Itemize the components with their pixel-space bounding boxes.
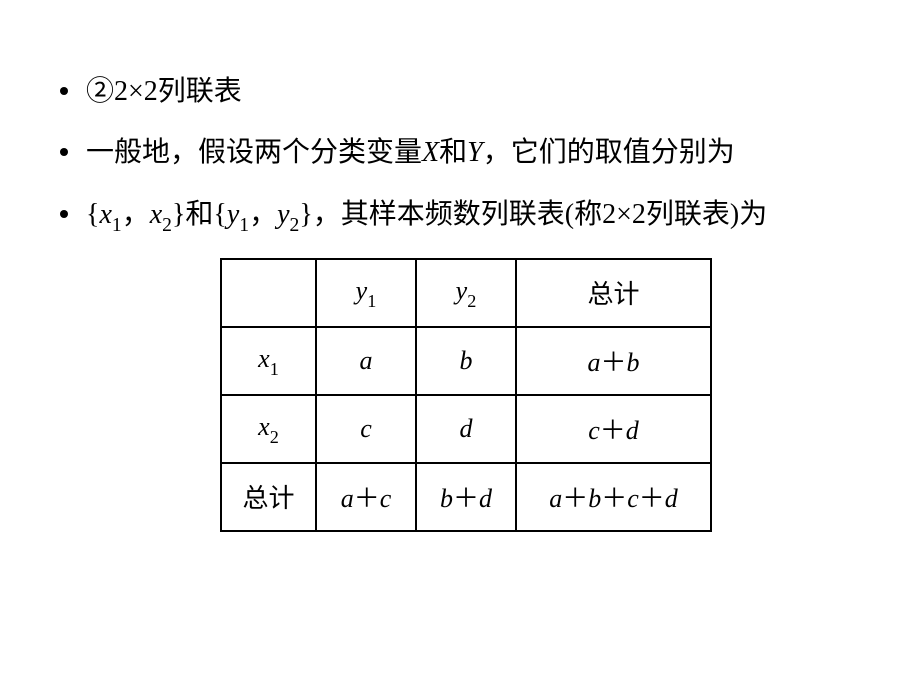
plus: ＋ — [600, 348, 626, 377]
comma: ， — [249, 199, 277, 230]
bullet-text-2: 一般地，假设两个分类变量X和Y，它们的取值分别为 — [86, 131, 860, 174]
table-cell: a＋c — [316, 463, 416, 531]
brace: { — [213, 199, 226, 230]
plus: ＋ — [453, 484, 479, 513]
bullet-item-1: ②2×2列联表 — [60, 70, 860, 113]
subscript: 1 — [270, 359, 279, 379]
variable: c — [360, 414, 372, 443]
variable: d — [626, 416, 639, 445]
variable: a — [587, 348, 600, 377]
subscript: 1 — [367, 291, 376, 311]
text-and: 和 — [185, 199, 213, 230]
table-cell: a＋b — [516, 327, 711, 395]
variable: x — [258, 412, 270, 441]
table-cell: d — [416, 395, 516, 463]
table-row-header: x1 — [221, 327, 316, 395]
table-cell: b＋d — [416, 463, 516, 531]
variable: a — [549, 484, 562, 513]
table-footer-label: 总计 — [221, 463, 316, 531]
table-cell: c＋d — [516, 395, 711, 463]
variable: b — [627, 348, 640, 377]
text-content: 和 — [439, 137, 467, 168]
bullet-item-3: {x1，x2}和{y1，y2}，其样本频数列联表(称2×2列联表)为 — [60, 193, 860, 240]
table-cell: b — [416, 327, 516, 395]
comma: ， — [122, 199, 150, 230]
bullet-dot-icon — [60, 87, 68, 95]
table-header-cell: y2 — [416, 259, 516, 327]
subscript: 2 — [467, 291, 476, 311]
subscript: 2 — [162, 215, 172, 236]
variable: a — [341, 484, 354, 513]
brace: { — [86, 199, 99, 230]
plus: ＋ — [354, 484, 380, 513]
table-cell: c — [316, 395, 416, 463]
table-header-row: y1 y2 总计 — [221, 259, 711, 327]
variable: d — [460, 414, 473, 443]
plus: ＋ — [601, 484, 627, 513]
subscript: 2 — [290, 215, 300, 236]
variable: b — [440, 484, 453, 513]
variable: y — [456, 276, 468, 305]
subscript: 1 — [112, 215, 122, 236]
plus: ＋ — [600, 416, 626, 445]
table-cell: a＋b＋c＋d — [516, 463, 711, 531]
table-row: x2 c d c＋d — [221, 395, 711, 463]
variable: b — [460, 346, 473, 375]
contingency-table: y1 y2 总计 x1 a b a＋b x2 c d c＋d 总计 a＋c b＋… — [220, 258, 712, 532]
variable-y: y — [277, 199, 289, 230]
brace: } — [299, 199, 312, 230]
bullet-text-1: ②2×2列联表 — [86, 70, 860, 113]
variable-x: X — [422, 137, 439, 168]
plus: ＋ — [639, 484, 665, 513]
bullet-item-2: 一般地，假设两个分类变量X和Y，它们的取值分别为 — [60, 131, 860, 174]
variable-x: x — [150, 199, 162, 230]
table-footer-row: 总计 a＋c b＋d a＋b＋c＋d — [221, 463, 711, 531]
table-header-cell: 总计 — [516, 259, 711, 327]
circled-number: ② — [86, 76, 114, 107]
variable: c — [588, 416, 600, 445]
brace: } — [172, 199, 185, 230]
plus: ＋ — [562, 484, 588, 513]
table-row: x1 a b a＋b — [221, 327, 711, 395]
subscript: 2 — [270, 427, 279, 447]
table-cell: a — [316, 327, 416, 395]
bullet-dot-icon — [60, 210, 68, 218]
variable: x — [258, 344, 270, 373]
variable: a — [360, 346, 373, 375]
variable-y: y — [227, 199, 239, 230]
table-cell-empty — [221, 259, 316, 327]
variable-y: Y — [467, 137, 483, 168]
variable-x: x — [99, 199, 111, 230]
text-content: ，它们的取值分别为 — [483, 137, 735, 168]
variable: c — [380, 484, 392, 513]
text-content: 2×2列联表 — [114, 76, 242, 107]
table-header-cell: y1 — [316, 259, 416, 327]
variable: d — [479, 484, 492, 513]
variable: y — [356, 276, 368, 305]
bullet-text-3: {x1，x2}和{y1，y2}，其样本频数列联表(称2×2列联表)为 — [86, 193, 860, 240]
variable: c — [627, 484, 639, 513]
text-content: ，其样本频数列联表(称2×2列联表)为 — [313, 199, 767, 230]
subscript: 1 — [239, 215, 249, 236]
table-row-header: x2 — [221, 395, 316, 463]
variable: d — [665, 484, 678, 513]
text-content: 一般地，假设两个分类变量 — [86, 137, 422, 168]
bullet-dot-icon — [60, 148, 68, 156]
variable: b — [588, 484, 601, 513]
